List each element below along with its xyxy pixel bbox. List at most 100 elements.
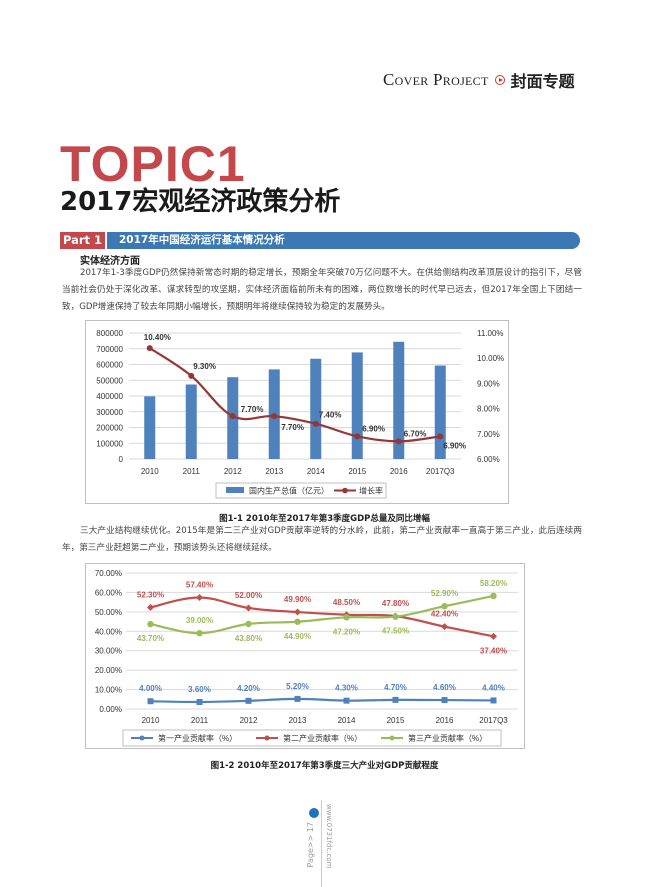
left-tick-label: 200000 [96,424,123,433]
section-title-en: Cover Project [383,70,489,89]
gdp-chart: 0 100000 200000 300000 400000 500000 600000 700… [85,320,509,504]
growth-rate-point [146,345,153,352]
data-label: 10.40% [144,333,171,342]
y-tick-label: 50.00% [95,608,122,617]
series-marker [343,697,350,704]
series-marker [490,592,497,600]
series-marker [490,632,497,640]
data-label: 44.90% [284,632,311,641]
left-tick-label: 800000 [96,329,123,338]
y-tick-label: 70.00% [95,569,122,578]
growth-rate-point [188,372,195,379]
x-tick-label: 2015 [387,716,405,725]
y-tick-label: 20.00% [95,666,122,675]
page-footer: Page>> 17 www.0731fdc.com [306,800,342,887]
series-line [150,697,494,704]
series-marker [441,603,448,610]
data-label: 37.40% [480,646,507,655]
series-marker [294,608,301,616]
legend-marker [389,735,395,741]
data-label: 7.70% [281,423,304,432]
data-label: 52.90% [431,589,458,598]
legend-label: 增长率 [359,486,383,496]
left-tick-label: 700000 [96,345,123,354]
data-label: 9.30% [193,362,216,371]
series-marker [245,604,252,612]
series-marker [245,620,252,628]
paragraph: 2017年1-3季度GDP仍然保持新常态时期的稳定增长，预期全年突破70万亿问题… [62,268,582,312]
data-label: 6.90% [362,424,385,433]
legend [122,729,502,747]
growth-rate-point [395,438,402,445]
data-label: 47.80% [382,599,409,608]
legend-label: 国内生产总值（亿元） [249,486,329,496]
data-label: 4.70% [384,683,407,692]
data-label: 6.70% [404,429,427,438]
left-tick-label: 600000 [96,361,123,370]
data-label: 42.40% [431,610,458,619]
right-tick-label: 9.00% [477,379,500,388]
x-tick-label: 2013 [265,467,283,476]
x-tick-label: 2010 [142,716,160,725]
x-tick-label: 2015 [348,467,366,476]
part-banner: Part 1 2017年中国经济运行基本情况分析 [60,232,580,249]
series-marker [294,618,301,625]
y-tick-label: 10.00% [95,686,122,695]
section-title-cn: 封面专题 [510,72,575,91]
left-tick-label: 100000 [96,439,123,448]
y-tick-label: 0.00% [99,705,122,714]
series-marker [441,697,448,704]
industry-contribution-chart: 0.00% 10.00% 20.00% 30.00% 40.00% 50.00% 60.00… [85,563,525,749]
gdp-bar [393,341,405,459]
growth-rate-line [149,347,441,443]
x-tick-label: 2014 [338,716,356,725]
legend-label: 第三产业贡献率（%） [408,733,487,743]
left-tick-label: 400000 [96,392,123,401]
part-title: 2017年中国经济运行基本情况分析 [107,232,580,249]
growth-rate-point [437,433,444,440]
series-marker [196,630,203,637]
series-marker [147,698,154,705]
data-label: 57.40% [186,580,213,589]
growth-rate-point [354,433,361,440]
right-tick-label: 6.00% [477,455,500,464]
topic-label: TOPIC1 [60,136,246,192]
section-header: Cover Project 封面专题 [383,68,575,92]
y-tick-label: 40.00% [95,627,122,636]
growth-rate-point [229,413,236,420]
right-tick-label: 11.00% [477,329,504,338]
data-label: 5.20% [286,682,309,691]
data-label: 48.50% [333,598,360,607]
left-tick-label: 500000 [96,376,123,385]
data-label: 58.20% [480,579,507,588]
y-tick-label: 60.00% [95,588,122,597]
series-marker [490,697,497,704]
data-label: 39.00% [186,616,213,625]
website-link[interactable]: www.0731fdc.com [325,804,333,869]
data-label: 43.70% [137,634,164,643]
data-label: 7.40% [319,411,342,420]
data-label: 4.30% [335,684,358,693]
legend-marker [342,487,348,494]
legend-label: 第一产业贡献率（%） [158,733,237,743]
gdp-bar [185,384,197,459]
x-tick-label: 2013 [289,716,307,725]
x-tick-label: 2011 [183,467,201,476]
divider [321,800,322,887]
legend-bar-swatch [226,487,244,493]
series-marker [441,623,448,631]
series-marker [196,593,203,601]
data-label: 3.60% [188,685,211,694]
figure-caption: 图1-1 2010年至2017年第3季度GDP总量及同比增幅 [219,514,430,524]
data-label: 52.00% [235,591,262,600]
page-title: 2017宏观经济政策分析 [60,187,341,217]
data-label: 47.20% [333,627,360,636]
x-tick-label: 2012 [224,467,242,476]
series-marker [147,603,154,611]
left-tick-label: 0 [119,455,124,464]
gdp-bar [351,352,363,459]
growth-rate-point [271,413,278,420]
data-label: 4.40% [482,683,505,692]
x-tick-label: 2012 [240,716,258,725]
play-circle-icon [494,75,505,85]
